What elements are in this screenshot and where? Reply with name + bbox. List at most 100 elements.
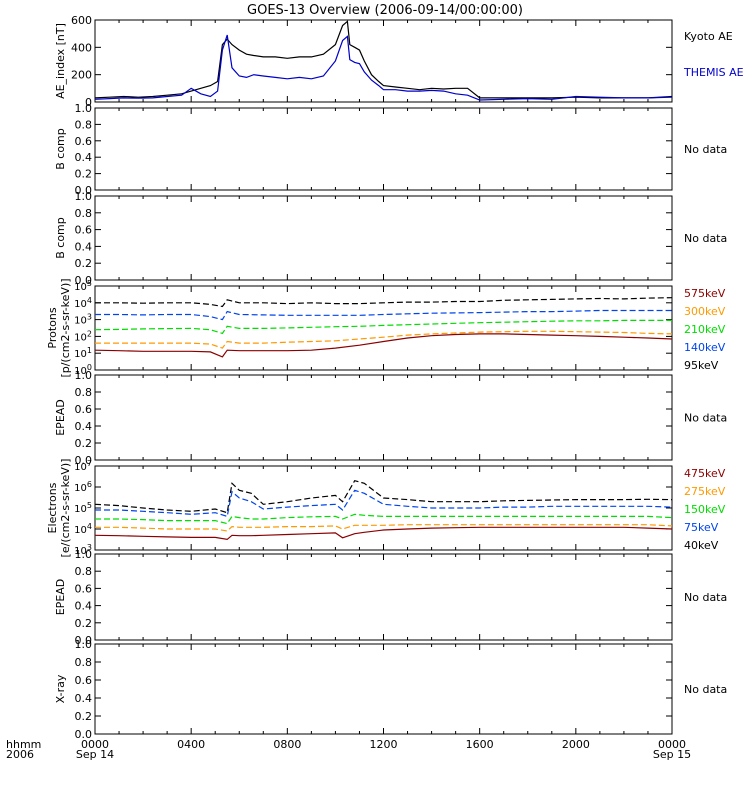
y-axis-label: B comp bbox=[54, 217, 67, 259]
y-tick-label: 104 bbox=[74, 522, 92, 536]
y-axis-label: EPEAD bbox=[54, 579, 67, 616]
y-tick-label: 0.4 bbox=[75, 692, 93, 705]
no-data-note: No data bbox=[684, 143, 727, 156]
y-tick-label: 0.2 bbox=[75, 168, 93, 181]
no-data-note: No data bbox=[684, 683, 727, 696]
series-line-140kev bbox=[95, 309, 672, 321]
y-tick-label: 0.4 bbox=[75, 240, 93, 253]
y-tick-label: 200 bbox=[71, 69, 92, 82]
y-tick-label: 0.8 bbox=[75, 656, 93, 669]
y-tick-label: 0.4 bbox=[75, 420, 93, 433]
y-tick-label: 1.0 bbox=[75, 638, 93, 651]
y-axis-unit-label: [e/(cm2-s-sr-keV)] bbox=[59, 459, 72, 558]
y-tick-label: 0.8 bbox=[75, 207, 93, 220]
x-tick-label: 1200 bbox=[370, 738, 398, 751]
y-tick-label: 105 bbox=[74, 501, 92, 515]
no-data-note: No data bbox=[684, 591, 727, 604]
y-tick-label: 100 bbox=[74, 363, 92, 377]
series-line-575kev bbox=[94, 333, 673, 358]
series-line-kyoto-ae bbox=[94, 20, 673, 99]
y-tick-label: 0.8 bbox=[75, 565, 93, 578]
legend-entry: 210keV bbox=[684, 323, 726, 336]
y-tick-label: 103 bbox=[74, 543, 92, 557]
legend-entry: 150keV bbox=[684, 503, 726, 516]
legend-entry: 40keV bbox=[684, 539, 719, 552]
y-tick-label: 0.4 bbox=[75, 151, 93, 164]
y-tick-label: 0.4 bbox=[75, 600, 93, 613]
legend-entry: 75keV bbox=[684, 521, 719, 534]
x-tick-label: 0800 bbox=[273, 738, 301, 751]
y-tick-label: 0.8 bbox=[75, 386, 93, 399]
panels: 0 200 400 600 AE_index [nT] Kyoto AE THEMIS AE… bbox=[46, 14, 744, 741]
no-data-note: No data bbox=[684, 232, 727, 245]
panel-frame bbox=[94, 374, 673, 461]
series-line-themis-ae bbox=[94, 34, 673, 101]
y-axis-unit-label: [p/(cm2-s-sr-keV)] bbox=[59, 278, 72, 377]
panel-protons: 100 101 102 103 104 105 Protons [p/(cm2-s-sr-ke… bbox=[46, 278, 726, 377]
series-line-150kev bbox=[95, 513, 673, 525]
y-tick-label: 0.6 bbox=[75, 582, 93, 595]
x-tick-label: 0400 bbox=[177, 738, 205, 751]
y-tick-label: 0.6 bbox=[75, 224, 93, 237]
y-tick-label: 0.0 bbox=[75, 728, 93, 741]
time-axis-corner-label-hhmm: hhmm bbox=[6, 738, 41, 751]
panel-frame bbox=[94, 195, 673, 281]
series-line-475kev bbox=[94, 526, 673, 541]
y-tick-label: 0.8 bbox=[75, 118, 93, 131]
legend-entry: 140keV bbox=[684, 341, 726, 354]
y-tick-label: 0 bbox=[85, 96, 92, 109]
panel-electrons: 103 104 105 106 107 Electrons [e/(cm2-s-sr-keV… bbox=[46, 459, 726, 558]
panel-frame bbox=[94, 107, 673, 191]
y-tick-label: 102 bbox=[74, 329, 92, 343]
y-axis-label: Electrons bbox=[46, 482, 59, 533]
y-tick-label: 0.2 bbox=[75, 437, 93, 450]
panel-bcomp1: 0.0 0.2 0.4 0.6 0.8 1.0 B comp No data bbox=[54, 102, 727, 197]
series-line-210kev bbox=[94, 319, 672, 335]
y-tick-label: 400 bbox=[71, 41, 92, 54]
x-date-label: Sep 15 bbox=[653, 748, 691, 761]
y-tick-label: 1.0 bbox=[75, 548, 93, 561]
series-line-300kev bbox=[95, 330, 673, 349]
time-axis: hhmm 2006 0000 0400 0800 1200 1600 2000 0000Se… bbox=[6, 738, 691, 761]
y-axis-label: B comp bbox=[54, 128, 67, 170]
y-tick-label: 0.0 bbox=[75, 184, 93, 197]
y-tick-label: 105 bbox=[74, 279, 92, 293]
series-line-40kev bbox=[94, 480, 673, 514]
x-tick-label: 0000 bbox=[81, 738, 109, 751]
legend-entry: 300keV bbox=[684, 305, 726, 318]
legend-entry: THEMIS AE bbox=[683, 66, 744, 79]
y-tick-label: 107 bbox=[74, 459, 92, 473]
y-tick-label: 106 bbox=[74, 480, 92, 494]
y-tick-label: 0.2 bbox=[75, 710, 93, 723]
y-tick-label: 600 bbox=[71, 14, 92, 27]
x-tick-label: 0000 bbox=[658, 738, 686, 751]
y-tick-label: 0.2 bbox=[75, 257, 93, 270]
legend-entry: Kyoto AE bbox=[684, 30, 733, 43]
legend-entry: 95keV bbox=[684, 359, 719, 372]
y-tick-label: 0.2 bbox=[75, 617, 93, 630]
figure-title: GOES-13 Overview (2006-09-14/00:00:00) bbox=[247, 3, 523, 18]
y-tick-label: 0.6 bbox=[75, 403, 93, 416]
y-tick-label: 103 bbox=[74, 313, 92, 327]
series-line-275kev bbox=[95, 524, 673, 532]
y-axis-label: X-ray bbox=[54, 674, 67, 703]
y-tick-label: 0.0 bbox=[75, 634, 93, 647]
y-tick-label: 0.0 bbox=[75, 454, 93, 467]
y-tick-label: 101 bbox=[74, 346, 92, 360]
no-data-note: No data bbox=[684, 412, 727, 425]
series-line-95kev bbox=[95, 297, 673, 308]
x-tick-label: 1600 bbox=[466, 738, 494, 751]
x-tick-label: 2000 bbox=[562, 738, 590, 751]
legend-entry: 475keV bbox=[684, 467, 726, 480]
x-date-label: Sep 14 bbox=[76, 748, 114, 761]
panel-xray: 0.0 0.2 0.4 0.6 0.8 1.0 X-ray No data bbox=[54, 638, 727, 741]
panel-frame bbox=[94, 643, 673, 735]
y-tick-label: 0.0 bbox=[75, 274, 93, 287]
y-tick-label: 104 bbox=[74, 296, 92, 310]
panel-bcomp2: 0.0 0.2 0.4 0.6 0.8 1.0 B comp No data bbox=[54, 190, 727, 287]
panel-frame bbox=[94, 553, 673, 641]
panel-epead1: 0.0 0.2 0.4 0.6 0.8 1.0 EPEAD No data bbox=[54, 369, 727, 467]
y-tick-label: 1.0 bbox=[75, 369, 93, 382]
legend-entry: 275keV bbox=[684, 485, 726, 498]
